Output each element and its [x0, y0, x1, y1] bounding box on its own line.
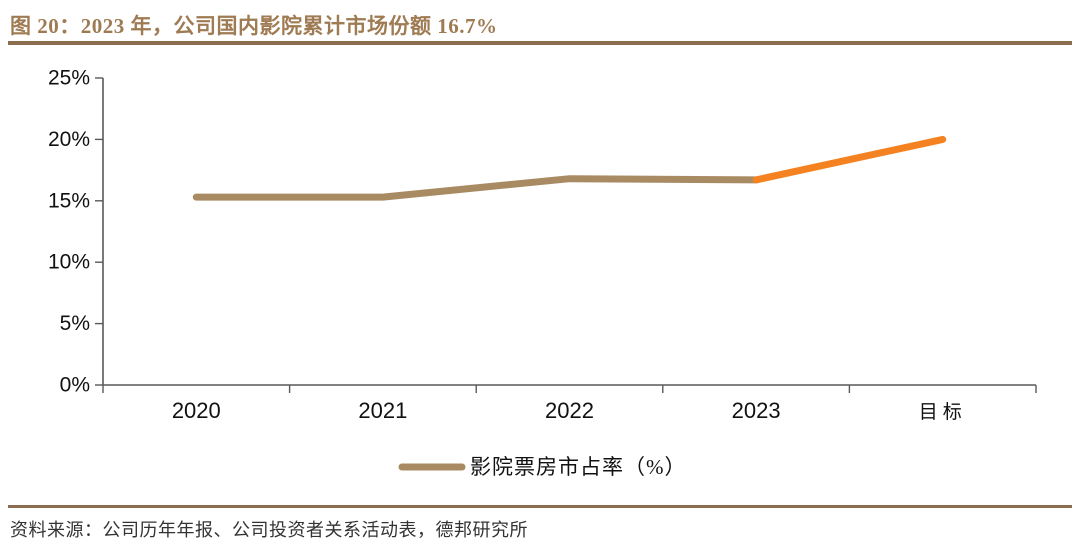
y-axis-tick-label: 25%	[48, 67, 90, 90]
x-axis-category-label: 2023	[732, 398, 781, 423]
line-chart: 0% 5% 10% 15% 20% 25% 2020 2021 2022 2023 目标影院票房市占…	[48, 67, 1037, 479]
x-axis-category-label: 2021	[358, 398, 407, 423]
source-note: 资料来源：公司历年年报、公司投资者关系活动表，德邦研究所	[10, 520, 528, 540]
y-axis-tick-label: 20%	[48, 128, 90, 151]
x-axis-category-label: 2020	[172, 398, 221, 423]
legend-label: 影院票房市占率（%）	[470, 455, 687, 479]
y-axis-tick-label: 15%	[48, 189, 90, 212]
title-divider-rule	[8, 41, 1072, 45]
series-target-line	[752, 135, 947, 184]
x-axis-category-label: 2022	[545, 398, 594, 423]
y-axis-tick-label: 0%	[60, 374, 90, 397]
footer-divider-rule	[8, 505, 1072, 508]
figure-title: 图 20：2023 年，公司国内影院累计市场份额 16.7%	[10, 14, 498, 38]
series-main-line	[192, 175, 760, 201]
x-axis-category-label: 目标	[919, 401, 967, 423]
y-axis-tick-label: 5%	[60, 312, 90, 335]
y-axis-tick-label: 10%	[48, 251, 90, 274]
